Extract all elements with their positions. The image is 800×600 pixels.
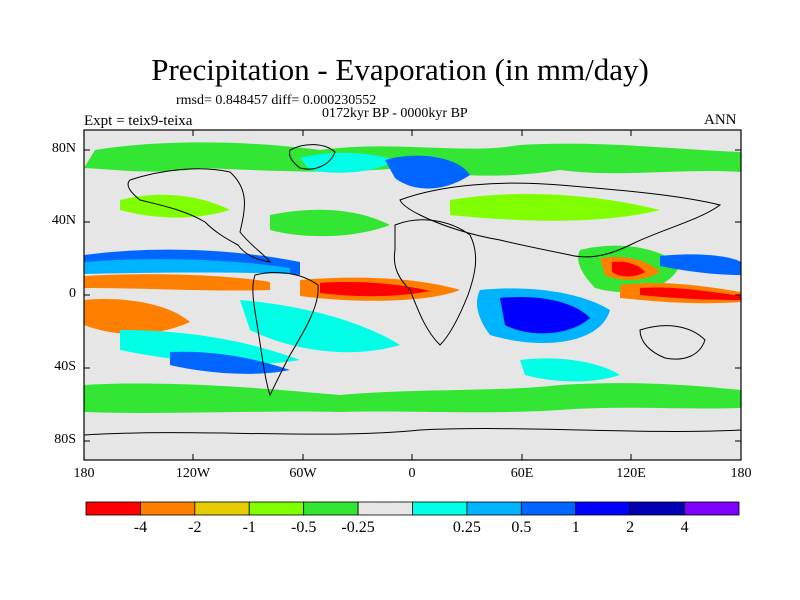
- x-tick-label-120e: 120E: [616, 466, 646, 481]
- map-title: Precipitation - Evaporation (in mm/day): [151, 52, 649, 87]
- colorbar-box-5: [357, 501, 413, 516]
- colorbar-label-5: 0.25: [452, 519, 481, 536]
- colorbar-label-7: 1: [571, 519, 580, 536]
- shade-southern-ocean: [84, 383, 741, 413]
- colorbar-label-8: 2: [626, 519, 635, 536]
- colorbar-box-8: [520, 501, 577, 516]
- y-tick-label-0: 0: [69, 286, 76, 301]
- colorbar-label-1: -2: [188, 519, 202, 536]
- shade-satl-cyan: [240, 300, 400, 353]
- tick-marks: [83, 130, 742, 460]
- x-tick-label-0: 0: [408, 466, 416, 481]
- colorbar-box-10: [629, 501, 685, 516]
- coast-eurasia: [399, 182, 722, 258]
- shade-npac-e-blue: [660, 254, 741, 275]
- colorbar-box-4: [303, 501, 359, 516]
- experiment-label: Expt = teix9-teixa: [84, 113, 193, 129]
- shade-sio-cyan: [520, 358, 620, 382]
- x-tick-label-120w: 120W: [175, 466, 211, 481]
- x-tick-label-60e: 60E: [510, 466, 534, 481]
- shade-eq-pac-orange: [84, 274, 270, 291]
- shade-itcz-pac-lightblue: [84, 259, 290, 274]
- colorbar-box-9: [575, 501, 631, 516]
- colorbar-box-1: [140, 501, 196, 516]
- colorbar-box-7: [466, 501, 522, 516]
- coast-africa: [393, 219, 477, 346]
- y-tick-label-40n: 40N: [51, 213, 76, 228]
- colorbar-box-2: [194, 501, 250, 516]
- colorbar-box-11: [684, 501, 740, 516]
- x-tick-label-180e: 180: [730, 466, 752, 481]
- coast-antarctica: [84, 428, 741, 436]
- y-tick-label-80s: 80S: [54, 432, 76, 447]
- colorbar-label-3: -0.5: [290, 519, 317, 536]
- stats-text: rmsd= 0.848457 diff= 0.000230552: [176, 93, 377, 108]
- period-text: 0172kyr BP - 0000kyr BP: [322, 106, 468, 121]
- colorbar-label-4: -0.25: [341, 519, 375, 536]
- shade-spac-orange: [84, 299, 190, 335]
- y-tick-label-40s: 40S: [54, 359, 76, 374]
- shade-eq-wpac-red: [640, 287, 741, 300]
- shade-io-blue: [500, 296, 590, 334]
- shade-spac-blue: [170, 351, 290, 374]
- colorbar-box-3: [248, 501, 305, 516]
- season-label: ANN: [704, 112, 737, 128]
- shade-natl-green: [270, 209, 390, 237]
- colorbar-box-0: [85, 501, 141, 516]
- colorbar-label-0: -4: [133, 519, 148, 536]
- shade-eurasia-green: [450, 193, 660, 221]
- shade-npac-green: [120, 194, 230, 218]
- shade-eq-atl-red: [320, 281, 430, 297]
- coastlines: [84, 144, 741, 436]
- shade-arctic-cyan: [300, 152, 395, 173]
- colorbar-label-2: -1: [242, 519, 256, 536]
- shade-spac-cyan: [120, 330, 300, 365]
- x-tick-label-180w: 180: [73, 466, 95, 481]
- x-tick-label-60w: 60W: [289, 466, 317, 481]
- shade-wpac-red: [612, 261, 645, 277]
- colorbar-label-9: 4: [680, 519, 689, 536]
- coast-south-america: [252, 271, 319, 397]
- coast-north-america: [127, 168, 272, 263]
- colorbar-box-6: [412, 501, 468, 516]
- colorbar-label-6: 0.5: [511, 519, 532, 536]
- y-tick-label-80n: 80N: [51, 141, 76, 156]
- shade-arctic-blue: [385, 155, 470, 189]
- coast-greenland: [289, 144, 336, 170]
- coast-australia: [639, 325, 706, 360]
